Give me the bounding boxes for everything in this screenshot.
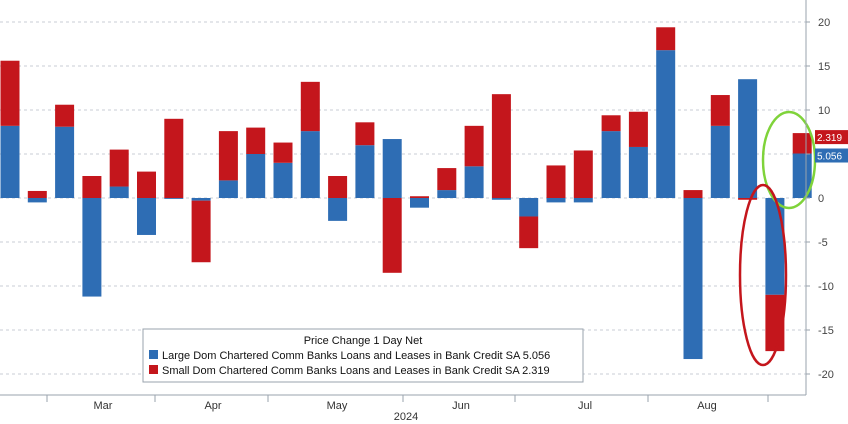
bars <box>0 27 812 360</box>
last-value-labels: 2.319 5.056 <box>815 130 848 163</box>
x-tick-label: Aug <box>697 400 717 412</box>
bar-small <box>792 133 812 154</box>
bar-small <box>519 216 539 249</box>
bar-large <box>464 166 484 198</box>
bar-large <box>437 190 457 198</box>
last-value-label-small-bg <box>815 130 848 145</box>
bar-small <box>300 81 320 132</box>
x-tick-label: May <box>327 400 348 412</box>
bar-small <box>246 127 266 154</box>
bar-small <box>738 198 758 200</box>
bar-small <box>0 60 20 126</box>
bar-large <box>82 198 102 297</box>
bar-small <box>437 168 457 191</box>
bar-large <box>519 198 539 217</box>
bar-large <box>109 186 129 198</box>
bar-small <box>137 171 156 198</box>
bar-large <box>191 198 211 201</box>
y-tick-label: -5 <box>818 237 828 249</box>
y-tick-label: -15 <box>818 325 834 337</box>
bar-large <box>382 139 402 198</box>
last-value-label-large: 5.056 <box>817 152 842 163</box>
bar-large <box>27 198 47 203</box>
bar-large <box>683 198 703 360</box>
bar-small <box>464 125 484 167</box>
bar-small <box>27 190 47 198</box>
x-tick-label: Jun <box>452 400 470 412</box>
y-tick-label: 20 <box>818 17 830 29</box>
bar-large <box>300 131 320 198</box>
legend-entry-small: Small Dom Chartered Comm Banks Loans and… <box>162 365 550 377</box>
x-tick-label: Apr <box>204 400 221 412</box>
bar-small <box>55 104 75 127</box>
bar-small <box>546 165 566 198</box>
bar-small <box>273 142 293 163</box>
bar-large <box>491 198 511 200</box>
bar-small <box>191 200 211 263</box>
x-axis-year-label: 2024 <box>394 411 418 423</box>
bar-small <box>710 95 730 126</box>
legend: Price Change 1 Day Net Large Dom Charter… <box>142 328 584 383</box>
last-value-label-small: 2.319 <box>817 133 842 144</box>
legend-box <box>142 328 584 383</box>
legend-swatch-small <box>149 365 158 374</box>
y-tick-label: 10 <box>818 105 830 117</box>
legend-title: Price Change 1 Day Net <box>304 335 423 347</box>
bar-large <box>656 50 676 198</box>
bar-large <box>328 198 348 221</box>
bar-large <box>273 162 293 198</box>
bar-small <box>328 176 348 198</box>
y-tick-label: -20 <box>818 369 834 381</box>
bar-large <box>218 180 238 198</box>
bar-small <box>491 94 511 198</box>
highlight-ellipse-red <box>738 183 788 367</box>
bar-small <box>382 198 402 273</box>
bar-large <box>355 145 375 198</box>
bar-small <box>683 190 703 198</box>
bar-large <box>628 146 648 198</box>
bar-large <box>410 198 429 208</box>
last-value-label-large-bg <box>815 148 848 163</box>
bar-small <box>573 150 593 198</box>
bar-large <box>710 125 730 198</box>
bar-small <box>355 122 375 146</box>
bar-small <box>601 115 621 132</box>
y-axis: 20151050-5-10-15-20 <box>805 0 834 395</box>
bar-large <box>573 198 593 203</box>
bar-large <box>137 198 156 235</box>
bar-large <box>55 126 75 198</box>
bar-large <box>738 79 758 198</box>
bar-large <box>246 154 266 198</box>
bar-small <box>109 149 129 187</box>
bar-large <box>164 198 184 199</box>
bar-small <box>628 111 648 147</box>
bar-small <box>164 118 184 198</box>
bar-small <box>82 176 102 198</box>
x-tick-label: Mar <box>94 400 113 412</box>
y-tick-label: 15 <box>818 61 830 73</box>
y-tick-label: -10 <box>818 281 834 293</box>
legend-entry-large: Large Dom Chartered Comm Banks Loans and… <box>162 350 550 362</box>
legend-swatch-large <box>149 350 158 359</box>
y-tick-label: 0 <box>818 193 824 205</box>
bar-large <box>546 198 566 203</box>
bar-large <box>792 153 812 198</box>
x-tick-label: Jul <box>578 400 592 412</box>
bar-small <box>656 27 676 51</box>
bar-large <box>0 125 20 198</box>
x-axis: Mar Apr May Jun Jul Aug 2024 <box>0 394 806 423</box>
bar-large <box>765 198 785 295</box>
bar-large <box>601 131 621 198</box>
bar-small <box>410 196 429 198</box>
bar-small <box>218 131 238 181</box>
